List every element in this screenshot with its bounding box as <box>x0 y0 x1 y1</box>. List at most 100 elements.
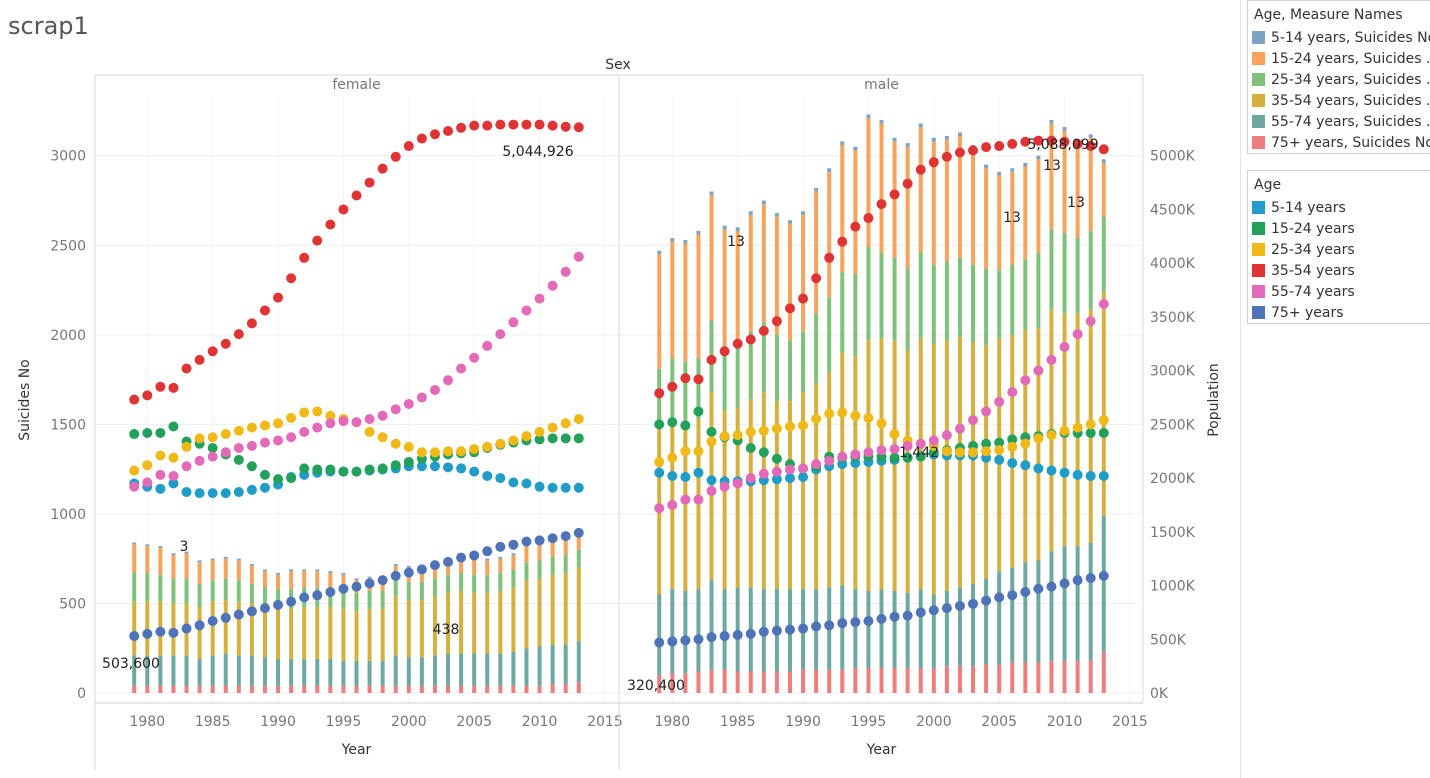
population-dot <box>312 235 323 246</box>
population-dot <box>364 464 375 475</box>
bar-segment <box>367 576 372 579</box>
population-dot <box>994 445 1005 456</box>
bar-segment <box>840 272 845 353</box>
population-dot <box>994 592 1005 603</box>
population-dot <box>706 436 717 447</box>
legend-item[interactable]: 15-24 years <box>1248 218 1430 239</box>
population-dot <box>155 483 166 494</box>
legend-title: Age, Measure Names <box>1254 7 1403 23</box>
bar-segment <box>957 257 962 337</box>
bar-segment <box>853 150 858 274</box>
population-dot <box>534 119 545 130</box>
population-dot <box>534 481 545 492</box>
population-dot <box>351 581 362 592</box>
bar-segment <box>892 340 897 591</box>
bar-segment <box>840 144 845 273</box>
population-dot <box>981 406 992 417</box>
bar-segment <box>210 601 215 656</box>
bar-segment <box>905 146 910 269</box>
bar-segment <box>827 297 832 373</box>
bar-segment <box>276 574 281 590</box>
population-dot <box>377 163 388 174</box>
mark-label: 13 <box>1043 158 1061 174</box>
bar-segment <box>302 569 307 572</box>
bar-segment <box>328 571 333 574</box>
bar-segment <box>984 164 989 169</box>
bar-segment <box>223 558 228 579</box>
legend-item[interactable]: 25-34 years <box>1248 239 1430 260</box>
bar-segment <box>210 558 215 561</box>
legend-item[interactable]: 35-54 years, Suicides ... <box>1248 90 1430 111</box>
population-dot <box>745 473 756 484</box>
bar-segment <box>879 667 884 693</box>
population-dot <box>207 451 218 462</box>
population-dot <box>155 450 166 461</box>
legend-item[interactable]: 75+ years <box>1248 302 1430 323</box>
bar-segment <box>236 685 241 693</box>
bar-segment <box>537 685 542 693</box>
bar-segment <box>524 580 529 649</box>
population-dot <box>889 429 900 440</box>
population-dot <box>207 488 218 499</box>
mark-label: 5,044,926 <box>502 144 573 160</box>
population-dot <box>246 318 257 329</box>
bar-segment <box>683 239 688 244</box>
population-dot <box>547 533 558 544</box>
population-dot <box>719 631 730 642</box>
bar-segment <box>1088 134 1093 138</box>
bar-segment <box>406 599 411 658</box>
bar-segment <box>341 574 346 590</box>
population-dot <box>469 550 480 561</box>
bar-segment <box>171 553 176 556</box>
bar-segment <box>158 546 163 548</box>
mark-label: 438 <box>433 622 460 638</box>
population-dot <box>129 465 140 476</box>
population-dot <box>889 611 900 622</box>
population-dot <box>534 426 545 437</box>
population-dot <box>824 408 835 419</box>
population-dot <box>233 329 244 340</box>
bar-segment <box>787 671 792 693</box>
population-dot <box>443 462 454 473</box>
population-dot <box>508 539 519 550</box>
legend-item[interactable]: 75+ years, Suicides No <box>1248 132 1430 153</box>
bar-segment <box>341 660 346 686</box>
bar-segment <box>406 565 411 568</box>
legend-item[interactable]: 35-54 years <box>1248 260 1430 281</box>
bar-segment <box>158 685 163 693</box>
population-dot <box>233 454 244 465</box>
population-dot <box>259 482 270 493</box>
population-dot <box>928 605 939 616</box>
bar-segment <box>262 657 267 686</box>
legend-item[interactable]: 15-24 years, Suicides ... <box>1248 48 1430 69</box>
legend-item[interactable]: 5-14 years <box>1248 197 1430 218</box>
bar-segment <box>1010 171 1015 265</box>
population-dot <box>784 464 795 475</box>
left-tick-label: 2500 <box>50 238 86 254</box>
bar-segment <box>132 601 137 656</box>
population-dot <box>758 447 769 458</box>
population-dot <box>560 433 571 444</box>
right-tick-label: 4000K <box>1150 256 1196 272</box>
bar-segment <box>918 127 923 253</box>
legend-item[interactable]: 55-74 years <box>1248 281 1430 302</box>
legend-item[interactable]: 25-34 years, Suicides ... <box>1248 69 1430 90</box>
legend-item[interactable]: 55-74 years, Suicides ... <box>1248 111 1430 132</box>
legend-item[interactable]: 5-14 years, Suicides No <box>1248 27 1430 48</box>
population-dot <box>142 477 153 488</box>
bar-segment <box>171 578 176 604</box>
population-dot <box>771 423 782 434</box>
population-dot <box>443 126 454 137</box>
population-dot <box>902 440 913 451</box>
bar-segment <box>1088 542 1093 661</box>
bar-segment <box>315 685 320 693</box>
bar-segment <box>223 653 228 686</box>
bar-segment <box>1049 119 1054 124</box>
bar-segment <box>432 596 437 656</box>
population-dot <box>1085 419 1096 430</box>
bar-segment <box>853 589 858 668</box>
population-dot <box>784 421 795 432</box>
legend-age[interactable]: Age 5-14 years 15-24 years 25-34 years 35-5… <box>1247 170 1430 324</box>
population-dot <box>981 595 992 606</box>
legend-age-measure-names[interactable]: Age, Measure Names 5-14 years, Suicides … <box>1247 0 1430 154</box>
